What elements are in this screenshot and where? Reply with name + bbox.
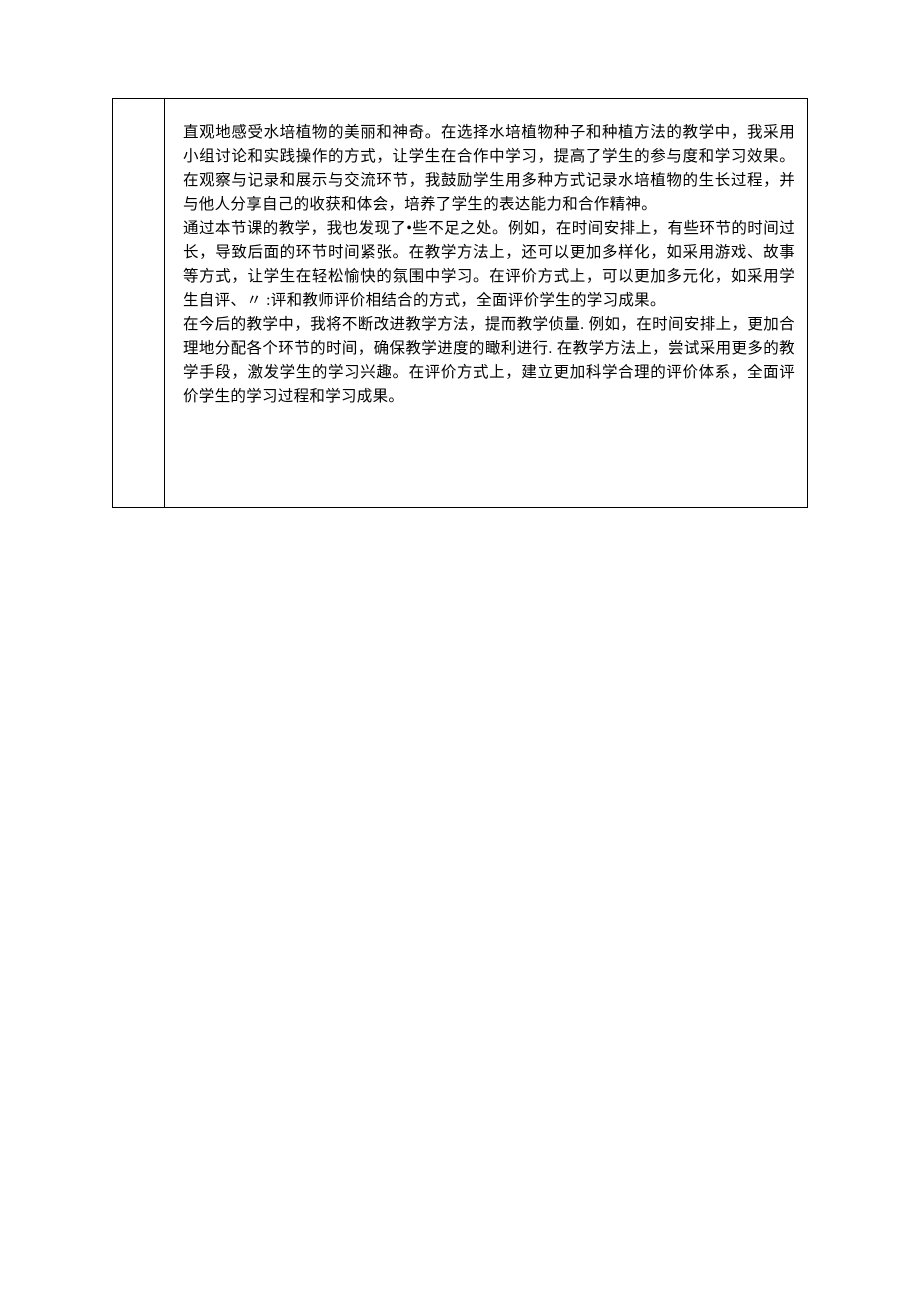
left-column-cell	[113, 99, 165, 507]
paragraph-3: 在今后的教学中，我将不断改进教学方法，提而教学侦量. 例如，在时间安排上，更加合…	[183, 313, 795, 409]
paragraph-2: 通过本节课的教学，我也发现了•些不足之处。例如，在时间安排上，有些环节的时间过长…	[183, 217, 795, 313]
table-row: 直观地感受水培植物的美丽和神奇。在选择水培植物种子和种植方法的教学中，我采用小组…	[113, 99, 807, 507]
paragraph-1: 直观地感受水培植物的美丽和神奇。在选择水培植物种子和种植方法的教学中，我采用小组…	[183, 121, 795, 217]
document-table: 直观地感受水培植物的美丽和神奇。在选择水培植物种子和种植方法的教学中，我采用小组…	[112, 98, 808, 508]
content-cell: 直观地感受水培植物的美丽和神奇。在选择水培植物种子和种植方法的教学中，我采用小组…	[165, 99, 807, 507]
